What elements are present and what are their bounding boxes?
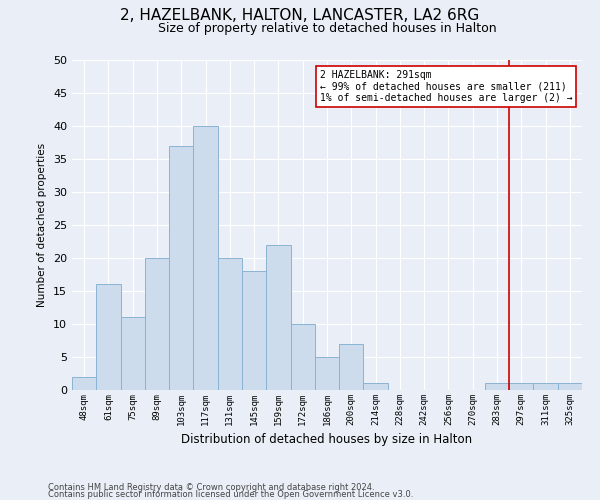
- Bar: [290, 324, 315, 390]
- Bar: [121, 318, 145, 390]
- Bar: [193, 126, 218, 390]
- X-axis label: Distribution of detached houses by size in Halton: Distribution of detached houses by size …: [181, 434, 473, 446]
- Bar: [96, 284, 121, 390]
- Text: Contains public sector information licensed under the Open Government Licence v3: Contains public sector information licen…: [48, 490, 413, 499]
- Bar: [509, 384, 533, 390]
- Bar: [242, 271, 266, 390]
- Bar: [558, 384, 582, 390]
- Bar: [533, 384, 558, 390]
- Bar: [266, 245, 290, 390]
- Bar: [72, 377, 96, 390]
- Text: Contains HM Land Registry data © Crown copyright and database right 2024.: Contains HM Land Registry data © Crown c…: [48, 484, 374, 492]
- Bar: [315, 357, 339, 390]
- Bar: [169, 146, 193, 390]
- Bar: [485, 384, 509, 390]
- Y-axis label: Number of detached properties: Number of detached properties: [37, 143, 47, 307]
- Title: Size of property relative to detached houses in Halton: Size of property relative to detached ho…: [158, 22, 496, 35]
- Bar: [339, 344, 364, 390]
- Text: 2 HAZELBANK: 291sqm
← 99% of detached houses are smaller (211)
1% of semi-detach: 2 HAZELBANK: 291sqm ← 99% of detached ho…: [320, 70, 572, 103]
- Bar: [364, 384, 388, 390]
- Bar: [218, 258, 242, 390]
- Bar: [145, 258, 169, 390]
- Text: 2, HAZELBANK, HALTON, LANCASTER, LA2 6RG: 2, HAZELBANK, HALTON, LANCASTER, LA2 6RG: [121, 8, 479, 22]
